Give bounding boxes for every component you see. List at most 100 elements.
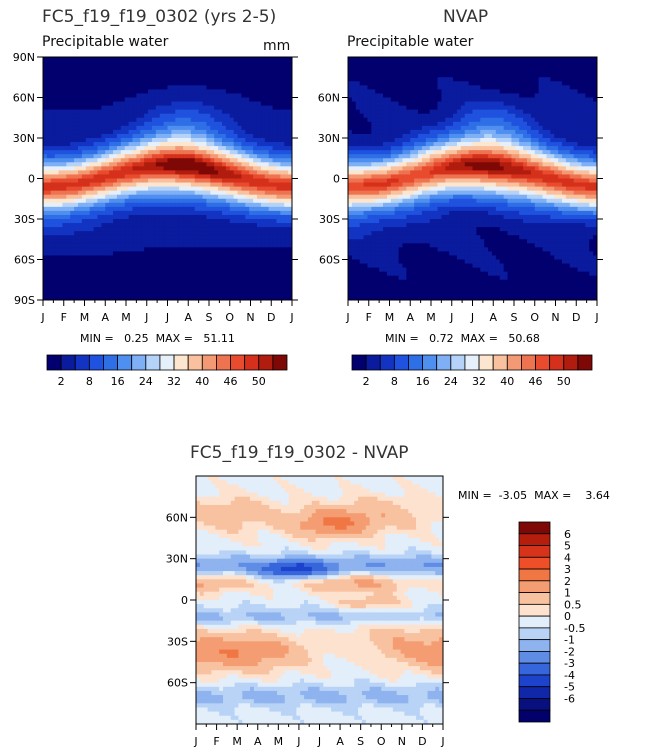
map-cell — [120, 287, 126, 293]
map-cell — [218, 190, 223, 196]
map-cell — [198, 255, 204, 261]
map-cell — [237, 138, 243, 143]
map-cell — [229, 125, 235, 131]
map-cell — [101, 190, 106, 196]
map-cell — [93, 142, 99, 147]
map-cell — [179, 251, 184, 257]
map-cell — [179, 150, 184, 155]
map-cell — [85, 166, 91, 171]
map-cell — [542, 125, 548, 131]
map-cell — [503, 65, 509, 70]
map-cell — [433, 109, 439, 115]
map-cell — [171, 97, 176, 103]
map-cell — [245, 117, 250, 123]
map-cell — [503, 89, 509, 95]
map-cell — [264, 77, 270, 82]
map-cell — [276, 239, 281, 244]
map-cell — [523, 61, 528, 66]
map-cell — [171, 283, 176, 289]
map-cell — [519, 73, 524, 78]
map-cell — [78, 89, 83, 95]
map-cell — [109, 158, 114, 163]
map-cell — [93, 154, 99, 159]
map-cell — [280, 239, 285, 244]
map-cell — [280, 251, 285, 257]
map-cell — [46, 283, 52, 289]
map-cell — [554, 85, 559, 90]
map-cell — [264, 150, 270, 155]
map-cell — [159, 69, 165, 74]
map-cell — [179, 206, 184, 212]
map-cell — [62, 170, 67, 176]
map-cell — [276, 166, 281, 171]
map-cell — [62, 295, 67, 300]
map-cell — [140, 182, 145, 188]
map-cell — [410, 65, 415, 70]
map-cell — [542, 61, 548, 66]
map-cell — [43, 166, 48, 171]
map-cell — [573, 57, 579, 62]
map-cell — [105, 219, 110, 224]
map-cell — [144, 133, 149, 139]
map-cell — [46, 170, 52, 176]
map-cell — [155, 255, 161, 261]
map-cell — [124, 93, 130, 99]
map-cell — [202, 85, 208, 90]
map-cell — [351, 73, 357, 78]
map-cell — [128, 223, 134, 228]
map-cell — [120, 202, 126, 208]
map-cell — [241, 287, 246, 293]
map-cell — [214, 89, 219, 95]
map-cell — [78, 166, 83, 171]
map-cell — [237, 65, 243, 70]
map-cell — [221, 295, 227, 300]
map-cell — [503, 97, 509, 103]
map-cell — [398, 97, 404, 103]
map-cell — [97, 243, 102, 248]
map-cell — [120, 121, 126, 127]
map-cell — [534, 109, 540, 115]
map-cell — [151, 121, 157, 127]
map-cell — [472, 101, 477, 107]
map-cell — [284, 206, 289, 212]
map-cell — [151, 194, 157, 200]
map-cell — [288, 214, 292, 220]
map-cell — [93, 85, 99, 90]
map-cell — [284, 227, 289, 232]
map-cell — [148, 170, 153, 176]
map-cell — [183, 162, 188, 167]
map-cell — [519, 121, 524, 127]
map-cell — [190, 73, 196, 78]
map-cell — [276, 182, 281, 188]
map-cell — [542, 109, 548, 115]
map-cell — [148, 174, 153, 180]
map-cell — [175, 146, 180, 151]
map-cell — [155, 198, 161, 204]
map-cell — [272, 202, 278, 208]
map-cell — [260, 235, 266, 240]
map-cell — [66, 291, 71, 297]
map-cell — [132, 113, 137, 119]
map-cell — [120, 182, 126, 188]
map-cell — [144, 121, 149, 127]
map-cell — [249, 259, 254, 265]
map-cell — [78, 251, 83, 257]
map-cell — [218, 170, 223, 176]
map-cell — [46, 198, 52, 204]
map-cell — [105, 101, 110, 107]
map-cell — [93, 267, 99, 273]
map-cell — [218, 174, 223, 180]
map-cell — [132, 182, 137, 188]
map-cell — [194, 194, 200, 200]
map-cell — [530, 93, 536, 99]
map-cell — [272, 271, 278, 277]
map-cell — [101, 73, 106, 78]
map-cell — [151, 178, 157, 184]
map-cell — [245, 121, 250, 127]
map-cell — [66, 121, 71, 127]
map-cell — [116, 259, 122, 265]
map-cell — [54, 267, 60, 273]
map-cell — [46, 109, 52, 115]
map-cell — [237, 150, 243, 155]
map-cell — [93, 170, 99, 176]
